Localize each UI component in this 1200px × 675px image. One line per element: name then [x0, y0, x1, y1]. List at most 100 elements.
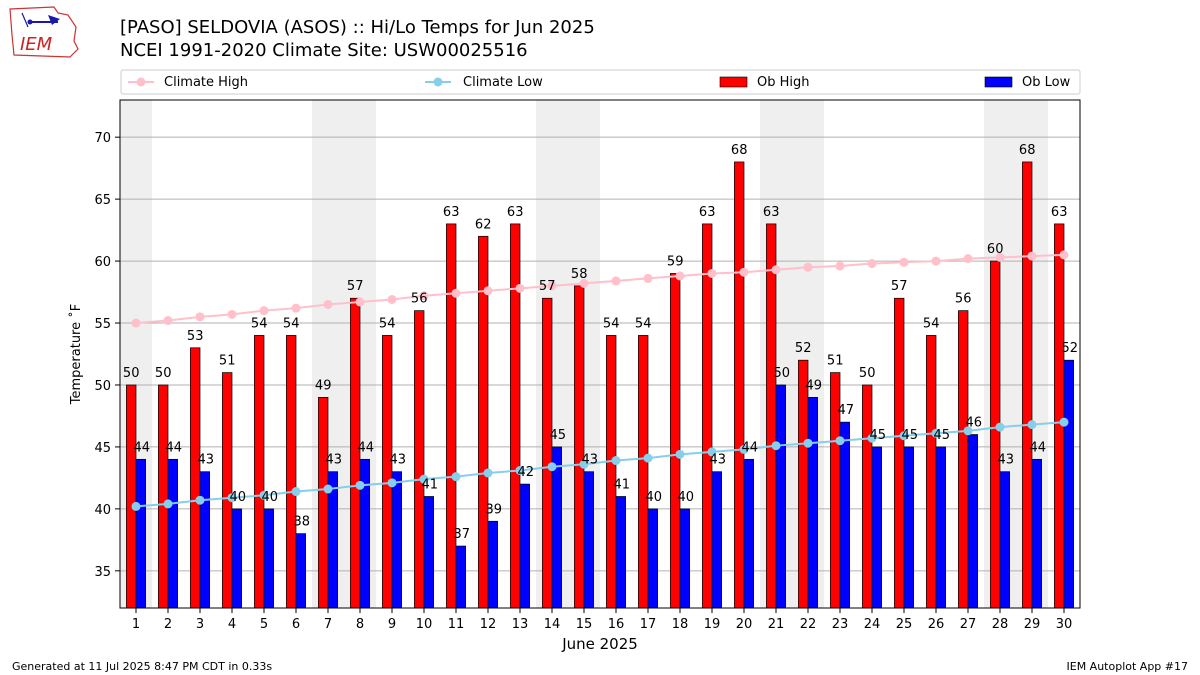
- climate-high-point: [675, 271, 685, 281]
- ob-high-bar: [158, 384, 169, 609]
- ob-high-bars: [126, 161, 1065, 609]
- climate-low-point: [995, 422, 1005, 432]
- climate-high-point: [771, 265, 781, 275]
- ob-low-bar: [839, 421, 850, 609]
- ob-low-bar: [711, 471, 722, 609]
- ob-low-bar: [551, 446, 562, 609]
- x-tick-label: 15: [576, 617, 593, 632]
- ob-high-label: 54: [635, 316, 652, 331]
- ob-high-label: 50: [859, 366, 876, 381]
- chart-title: [PASO] SELDOVIA (ASOS) :: Hi/Lo Temps fo…: [120, 17, 595, 38]
- ob-high-bar: [574, 285, 585, 609]
- ob-high-label: 63: [763, 205, 780, 220]
- x-tick-label: 28: [992, 617, 1009, 632]
- climate-low-point: [611, 456, 621, 466]
- ob-high-label: 63: [507, 205, 524, 220]
- x-tick-label: 6: [292, 617, 300, 632]
- ob-low-label: 49: [806, 378, 823, 393]
- ob-low-label: 44: [742, 440, 759, 455]
- ob-low-label: 43: [710, 453, 727, 468]
- ob-high-label: 49: [315, 378, 332, 393]
- climate-high-line: [135, 253, 1065, 325]
- ob-low-bar: [135, 458, 146, 609]
- climate-low-point: [931, 428, 941, 438]
- ob-low-label: 37: [454, 527, 471, 542]
- plot-frame: [119, 99, 1081, 609]
- x-tick-label: 8: [356, 617, 364, 632]
- climate-low-point: [419, 474, 429, 484]
- legend-label-climate-high: Climate High: [164, 75, 248, 90]
- ob-high-bar: [766, 223, 777, 609]
- x-tick-label: 25: [896, 617, 913, 632]
- climate-high-point: [707, 268, 717, 278]
- ob-high-bar: [254, 335, 265, 609]
- climate-high-point: [387, 294, 397, 304]
- x-tick-label: 29: [1024, 617, 1041, 632]
- ob-high-label: 57: [347, 279, 364, 294]
- ob-high-label: 54: [603, 316, 620, 331]
- ob-low-bar: [743, 458, 754, 609]
- climate-high-point: [611, 276, 621, 286]
- climate-low-point: [259, 490, 269, 500]
- ob-low-label: 42: [518, 465, 535, 480]
- ob-low-label: 45: [550, 428, 567, 443]
- climate-low-point: [195, 495, 205, 505]
- ob-low-bar: [167, 458, 178, 609]
- climate-low-point: [771, 441, 781, 451]
- climate-high-point: [515, 283, 525, 293]
- climate-high-point: [355, 297, 365, 307]
- climate-high-point: [739, 267, 749, 277]
- ob-low-bar: [1031, 458, 1042, 609]
- climate-low-point: [867, 433, 877, 443]
- ob-high-label: 54: [923, 316, 940, 331]
- x-tick-label: 21: [768, 617, 785, 632]
- ob-low-bar: [999, 471, 1010, 609]
- climate-high-point: [803, 262, 813, 272]
- climate-high-point: [195, 312, 205, 322]
- ob-low-bar: [199, 471, 210, 609]
- ob-high-label: 51: [219, 354, 236, 369]
- ob-low-bar: [871, 446, 882, 609]
- ob-low-label: 43: [998, 453, 1015, 468]
- legend-label-ob-high: Ob High: [757, 75, 810, 90]
- climate-low-point: [1027, 420, 1037, 430]
- ob-low-label: 40: [678, 490, 695, 505]
- ob-low-label: 41: [614, 477, 631, 492]
- x-tick-label: 16: [608, 617, 625, 632]
- ob-high-bar: [318, 397, 329, 609]
- climate-lines: [131, 250, 1069, 511]
- climate-high-point: [579, 278, 589, 288]
- climate-low-point: [803, 438, 813, 448]
- grid-lines: [120, 136, 1080, 572]
- ob-high-bar: [542, 297, 553, 609]
- ob-low-label: 40: [262, 490, 279, 505]
- x-tick-label: 10: [416, 617, 433, 632]
- ob-high-label: 68: [731, 143, 748, 158]
- ob-high-label: 59: [667, 254, 684, 269]
- x-tick-label: 5: [260, 617, 268, 632]
- climate-low-point: [515, 465, 525, 475]
- ob-high-label: 50: [123, 366, 140, 381]
- ob-low-label: 46: [966, 416, 983, 431]
- x-tick-label: 24: [864, 617, 881, 632]
- climate-high-point: [835, 261, 845, 271]
- ob-high-bar: [190, 347, 201, 609]
- y-tick-label: 50: [94, 379, 111, 394]
- ob-high-bar: [798, 359, 809, 609]
- climate-high-point: [995, 252, 1005, 262]
- climate-low-point: [451, 472, 461, 482]
- ob-high-bar: [638, 335, 649, 609]
- ob-low-label: 43: [582, 453, 599, 468]
- ob-low-label: 41: [422, 477, 439, 492]
- ob-low-label: 44: [1030, 440, 1047, 455]
- climate-high-point: [163, 316, 173, 326]
- ob-high-bar: [286, 335, 297, 609]
- ob-low-label: 45: [902, 428, 919, 443]
- logo-text: IEM: [20, 34, 53, 55]
- ob-low-bar: [903, 446, 914, 609]
- climate-high-point: [419, 291, 429, 301]
- ob-low-bar: [295, 533, 306, 609]
- ob-high-bar: [126, 384, 137, 609]
- ob-low-label: 40: [646, 490, 663, 505]
